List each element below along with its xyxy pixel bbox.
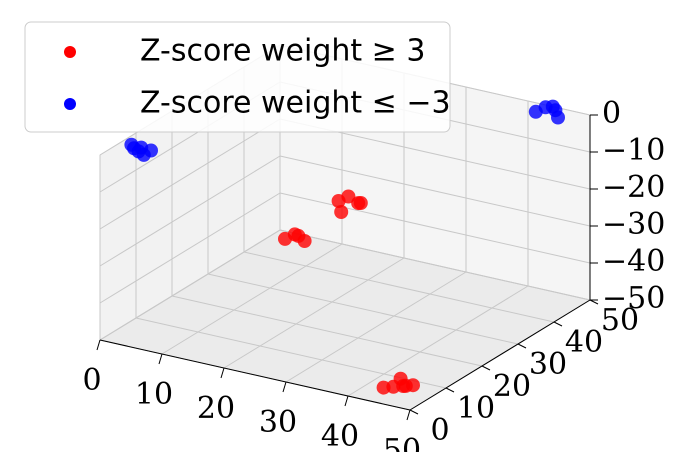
y-tick-label: 20 [493,369,531,404]
point [127,141,141,156]
x-tick-mark [406,409,411,421]
x-tick-mark [158,353,163,365]
y-axis-line [409,299,591,411]
y-tick-mark [481,365,491,371]
x-tick-mark [96,339,101,351]
point [341,189,356,204]
x-tick-mark [282,381,287,393]
z-tick-label: 0 [602,96,621,131]
y-tick-mark [589,299,599,305]
points [124,99,565,395]
point [353,196,368,210]
grid-line [161,243,343,355]
grid-line [243,251,555,323]
grid-line [99,229,281,341]
grid-line [279,155,591,227]
point [545,99,560,114]
grid-line [279,229,591,301]
grid-line [99,192,281,304]
y-tick-mark [553,321,563,327]
x-axis-line [99,339,411,411]
x-tick-label: 0 [82,363,101,398]
z-tick-label: −50 [602,281,665,316]
point [551,110,565,125]
legend-box [24,21,451,133]
x-tick-mark [344,395,349,407]
legend-marker [64,46,76,58]
grid-line [99,155,281,267]
legend-label: Z-score weight ≥ 3 [140,34,425,69]
point [406,378,420,393]
y-tick-label: 0 [430,413,449,448]
point [393,371,408,386]
z-tick-label: −40 [602,244,665,279]
legend-label: Z-score weight ≤ −3 [140,86,451,121]
grid-line [285,271,467,383]
z-tick-label: −10 [602,133,665,168]
y-tick-mark [409,409,419,415]
point [291,228,306,243]
x-tick-label: 20 [197,391,235,426]
legend-marker [64,98,76,110]
grid-line [279,192,591,264]
y-tick-label: 30 [529,347,567,382]
x-tick-label: 30 [259,405,297,440]
z-tick-label: −20 [602,170,665,205]
point [334,205,349,219]
grid-line [223,257,405,369]
grid-line [207,273,519,345]
x-tick-label: 50 [383,433,421,452]
y-tick-label: 50 [601,303,639,338]
y-tick-label: 40 [565,325,603,360]
legend: Z-score weight ≥ 3 Z-score weight ≤ −3 [24,21,451,133]
grid-line [99,118,281,230]
z-tick-label: −30 [602,207,665,242]
x-tick-label: 10 [135,377,173,412]
y-tick-mark [517,343,527,349]
point [136,147,151,162]
y-tick-label: 10 [457,391,495,426]
x-tick-mark [220,367,225,379]
grid-line [171,295,483,367]
grid-line [347,285,529,397]
x-tick-label: 40 [321,419,359,452]
y-tick-mark [445,387,455,393]
